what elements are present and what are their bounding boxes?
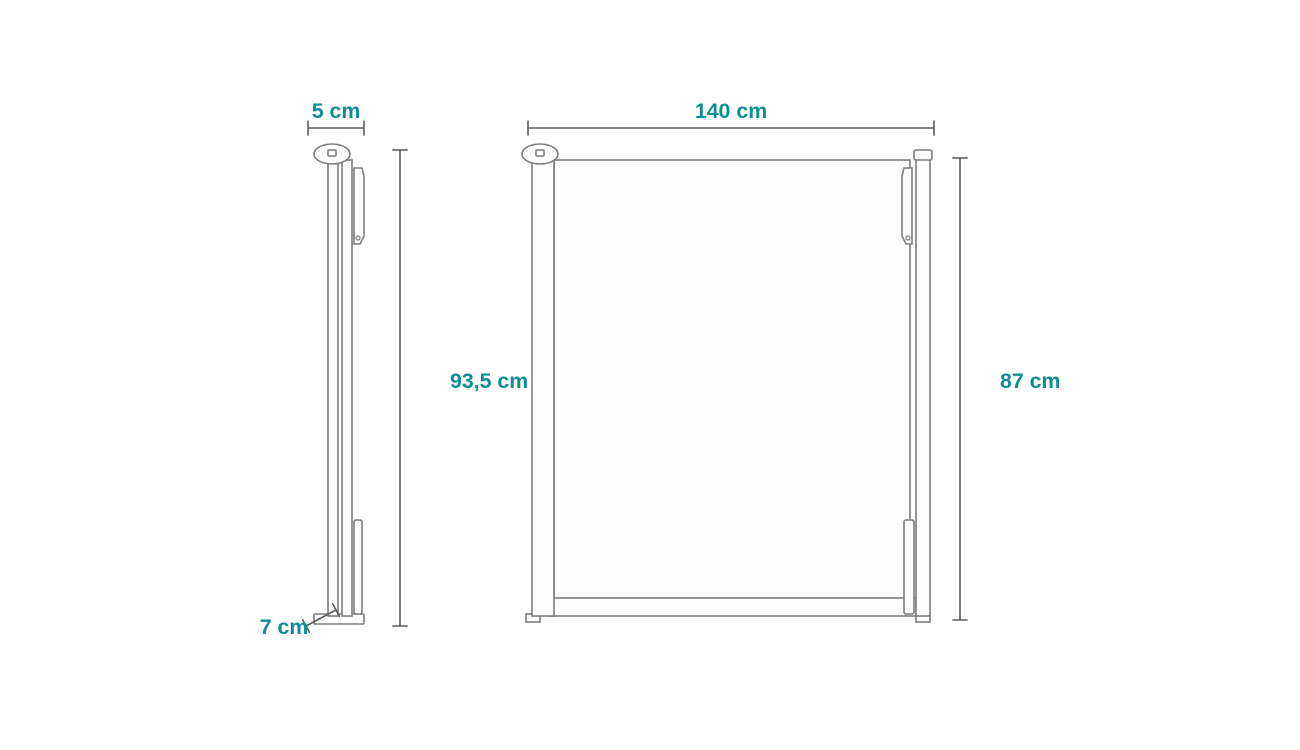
dim-label-7cm: 7 cm (260, 615, 309, 639)
side-view (314, 144, 364, 624)
dimension-diagram: 5 cm 140 cm 93,5 cm 87 cm 7 cm (0, 0, 1300, 750)
front-view (522, 144, 932, 622)
dim-label-87cm: 87 cm (1000, 369, 1060, 393)
dim-label-140cm: 140 cm (695, 99, 767, 123)
dim-label-5cm: 5 cm (312, 99, 361, 123)
dim-label-93-5cm: 93,5 cm (450, 369, 528, 393)
